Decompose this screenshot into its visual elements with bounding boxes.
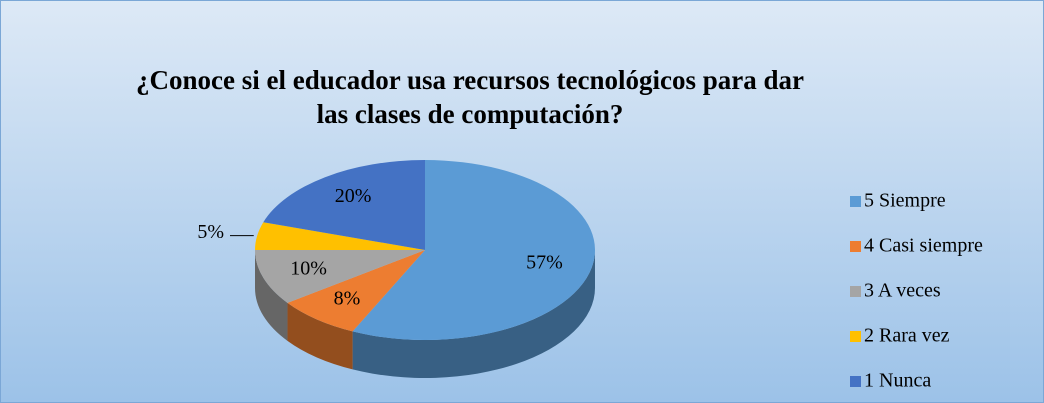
- pie-slice-side: [255, 250, 288, 341]
- legend-swatch: [850, 196, 861, 207]
- chart-title: las clases de computación?: [317, 99, 624, 129]
- legend-label: 1 Nunca: [864, 370, 931, 392]
- legend-swatch: [850, 331, 861, 342]
- pie-slice: [263, 160, 425, 250]
- data-label: 8%: [334, 288, 361, 310]
- pie-slice-side: [352, 250, 595, 379]
- legend-label: 3 A veces: [864, 280, 941, 302]
- data-label: 5%: [197, 221, 224, 243]
- pie-slice: [255, 250, 425, 303]
- pie-slice: [352, 160, 595, 341]
- data-label: 57%: [526, 252, 563, 274]
- legend-swatch: [850, 286, 861, 297]
- chart-title: ¿Conoce si el educador usa recursos tecn…: [136, 65, 804, 95]
- legend-swatch: [850, 376, 861, 387]
- legend-label: 4 Casi siempre: [864, 235, 983, 257]
- pie-slice: [255, 222, 425, 250]
- legend-label: 2 Rara vez: [864, 325, 950, 347]
- data-label: 20%: [335, 185, 372, 207]
- pie-slice-side: [287, 302, 353, 370]
- legend-label: 5 Siempre: [864, 190, 946, 212]
- pie-slice: [287, 250, 425, 332]
- data-label: 10%: [290, 258, 327, 280]
- legend-swatch: [850, 241, 861, 252]
